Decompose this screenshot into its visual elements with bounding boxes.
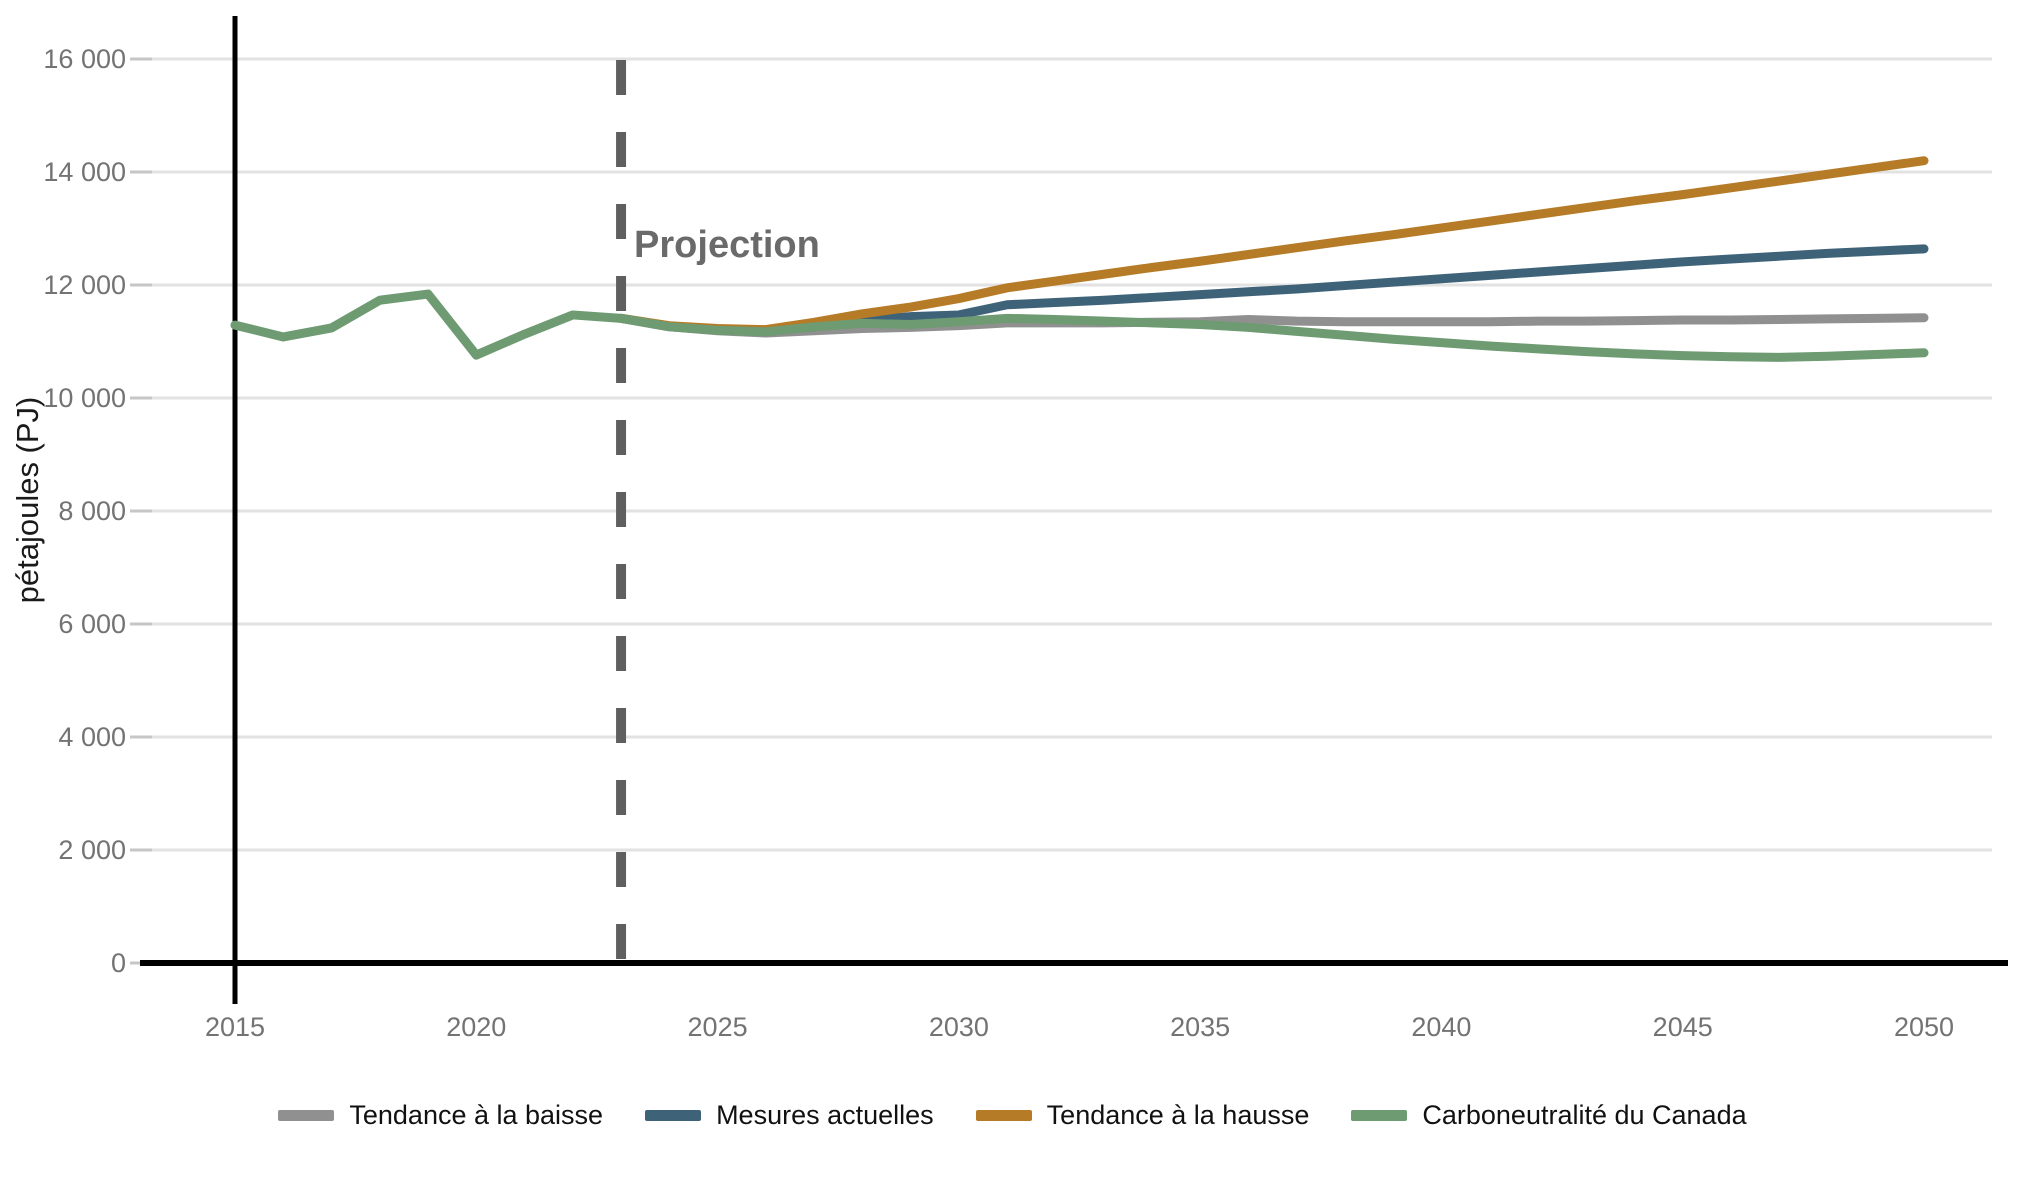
x-tick-label-2030: 2030 bbox=[929, 1012, 989, 1042]
y-tick-label-2000: 2 000 bbox=[58, 835, 126, 865]
series-line-tendance-a-la-baisse bbox=[616, 313, 1929, 338]
series-line-tendance-a-la-hausse bbox=[616, 156, 1929, 335]
y-tick-label-12000: 12 000 bbox=[43, 270, 126, 300]
legend-swatch-tendance-a-la-baisse bbox=[278, 1110, 335, 1121]
y-tick-label-10000: 10 000 bbox=[43, 383, 126, 413]
y-axis-title: pétajoules (PJ) bbox=[10, 397, 45, 604]
x-tick-label-2040: 2040 bbox=[1411, 1012, 1471, 1042]
legend-swatch-tendance-a-la-hausse bbox=[975, 1110, 1032, 1121]
legend-label-carboneutralite-du-canada: Carboneutralité du Canada bbox=[1422, 1100, 1747, 1130]
x-tick-label-2015: 2015 bbox=[205, 1012, 265, 1042]
x-tick-label-2020: 2020 bbox=[446, 1012, 506, 1042]
legend-item-carboneutralite-du-canada: Carboneutralité du Canada bbox=[1351, 1100, 1747, 1131]
legend-label-tendance-a-la-baisse: Tendance à la baisse bbox=[349, 1100, 604, 1130]
x-tick-label-2025: 2025 bbox=[688, 1012, 748, 1042]
legend-swatch-carboneutralite-du-canada bbox=[1351, 1110, 1408, 1121]
series-line-carboneutralite-du-canada bbox=[616, 313, 1929, 362]
series-line-historical bbox=[230, 289, 626, 360]
x-tick-label-2035: 2035 bbox=[1170, 1012, 1230, 1042]
x-tick-label-2050: 2050 bbox=[1894, 1012, 1954, 1042]
y-tick-label-16000: 16 000 bbox=[43, 44, 126, 74]
legend-swatch-mesures-actuelles bbox=[645, 1110, 702, 1121]
legend-label-tendance-a-la-hausse: Tendance à la hausse bbox=[1046, 1100, 1310, 1130]
legend-item-mesures-actuelles: Mesures actuelles bbox=[645, 1100, 934, 1131]
y-tick-label-14000: 14 000 bbox=[43, 157, 126, 187]
y-tick-label-6000: 6 000 bbox=[58, 609, 126, 639]
legend-item-tendance-a-la-baisse: Tendance à la baisse bbox=[278, 1100, 603, 1131]
projection-label: Projection bbox=[634, 224, 820, 266]
legend-label-mesures-actuelles: Mesures actuelles bbox=[716, 1100, 934, 1130]
y-tick-label-0: 0 bbox=[111, 948, 126, 978]
y-tick-label-8000: 8 000 bbox=[58, 496, 126, 526]
x-tick-label-2045: 2045 bbox=[1653, 1012, 1713, 1042]
y-tick-label-4000: 4 000 bbox=[58, 722, 126, 752]
chart-legend: Tendance à la baisse Mesures actuelles Ten… bbox=[0, 1100, 2025, 1131]
legend-item-tendance-a-la-hausse: Tendance à la hausse bbox=[975, 1100, 1310, 1131]
